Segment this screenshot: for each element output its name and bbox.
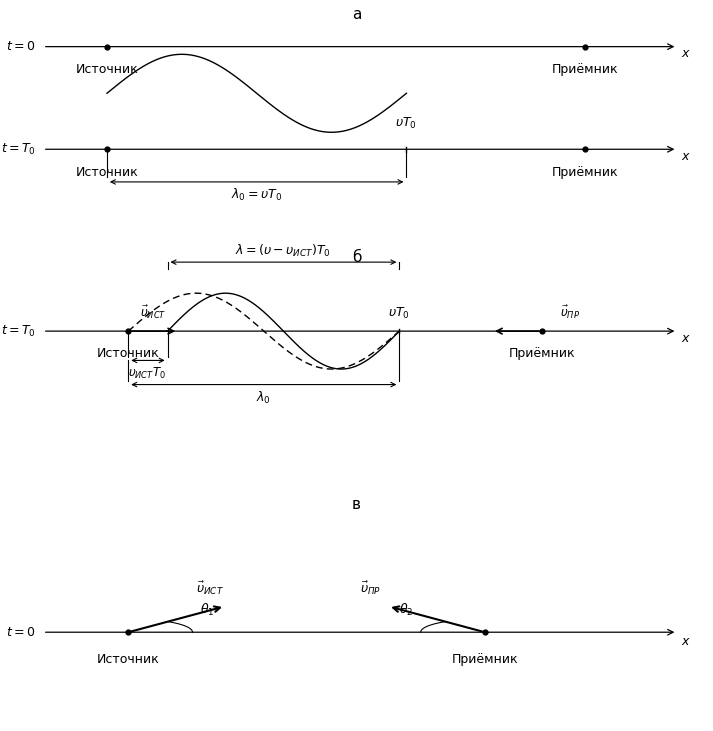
Text: Приёмник: Приёмник bbox=[451, 653, 518, 666]
Text: $t = T_0$: $t = T_0$ bbox=[1, 142, 36, 157]
Text: $\lambda_0 = \upsilon T_0$: $\lambda_0 = \upsilon T_0$ bbox=[231, 186, 282, 202]
Text: $\theta_1$: $\theta_1$ bbox=[200, 602, 214, 618]
Text: x: x bbox=[681, 635, 688, 648]
Text: Источник: Источник bbox=[97, 346, 160, 360]
Text: $\lambda_0$: $\lambda_0$ bbox=[257, 390, 271, 406]
Text: Источник: Источник bbox=[76, 63, 138, 76]
Text: $\vec{\upsilon}_{\mathit{ИСТ}}$: $\vec{\upsilon}_{\mathit{ИСТ}}$ bbox=[140, 303, 167, 321]
Text: x: x bbox=[681, 47, 688, 60]
Text: б: б bbox=[352, 250, 361, 265]
Text: а: а bbox=[352, 7, 361, 22]
Text: $t = 0$: $t = 0$ bbox=[6, 626, 36, 639]
Text: $\upsilon_{\mathit{ИСТ}} T_0$: $\upsilon_{\mathit{ИСТ}} T_0$ bbox=[128, 366, 166, 381]
Text: $\theta_2$: $\theta_2$ bbox=[399, 602, 414, 618]
Text: $\upsilon T_0$: $\upsilon T_0$ bbox=[396, 115, 417, 131]
Text: x: x bbox=[681, 332, 688, 344]
Text: $\upsilon T_0$: $\upsilon T_0$ bbox=[389, 306, 410, 321]
Text: $\vec{\upsilon}_{\mathit{ИСТ}}$: $\vec{\upsilon}_{\mathit{ИСТ}}$ bbox=[196, 580, 225, 597]
Text: $\vec{\upsilon}_{\mathit{ПР}}$: $\vec{\upsilon}_{\mathit{ПР}}$ bbox=[360, 580, 381, 597]
Text: $\lambda = (\upsilon - \upsilon_{\mathit{ИСТ}}) T_0$: $\lambda = (\upsilon - \upsilon_{\mathit… bbox=[235, 243, 332, 259]
Text: x: x bbox=[681, 150, 688, 163]
Text: Источник: Источник bbox=[97, 653, 160, 666]
Text: Источник: Источник bbox=[76, 166, 138, 178]
Text: $t = T_0$: $t = T_0$ bbox=[1, 324, 36, 338]
Text: Приёмник: Приёмник bbox=[508, 346, 575, 360]
Text: Приёмник: Приёмник bbox=[551, 63, 618, 76]
Text: Приёмник: Приёмник bbox=[551, 166, 618, 178]
Text: $\vec{\upsilon}_{\mathit{ПР}}$: $\vec{\upsilon}_{\mathit{ПР}}$ bbox=[560, 303, 580, 321]
Text: $t = 0$: $t = 0$ bbox=[6, 40, 36, 53]
Text: в: в bbox=[352, 496, 361, 512]
